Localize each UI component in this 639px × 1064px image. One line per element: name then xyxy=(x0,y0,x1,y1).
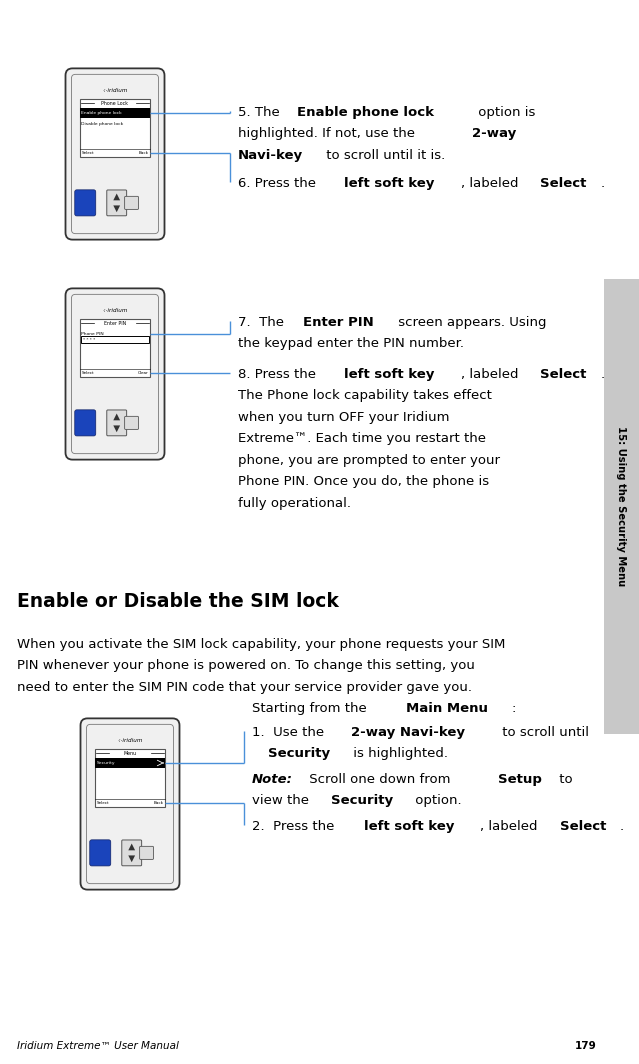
Text: view the: view the xyxy=(252,795,313,808)
Text: Back: Back xyxy=(139,151,149,154)
Text: Enter PIN: Enter PIN xyxy=(303,316,374,329)
Bar xyxy=(95,758,166,768)
Text: .: . xyxy=(620,820,624,833)
Text: Security: Security xyxy=(96,761,115,765)
FancyBboxPatch shape xyxy=(81,718,180,890)
Text: Select: Select xyxy=(560,820,606,833)
Text: Starting from the: Starting from the xyxy=(252,702,371,715)
Text: Select: Select xyxy=(541,177,587,190)
Polygon shape xyxy=(113,426,120,432)
Text: Select: Select xyxy=(81,151,94,154)
Text: Scroll one down from: Scroll one down from xyxy=(305,772,454,786)
Text: Phone Lock: Phone Lock xyxy=(102,101,128,106)
Text: left soft key: left soft key xyxy=(364,820,454,833)
Text: Select: Select xyxy=(541,367,587,381)
Text: Setup: Setup xyxy=(498,772,542,786)
FancyBboxPatch shape xyxy=(89,839,111,866)
FancyBboxPatch shape xyxy=(75,410,96,436)
Text: Security: Security xyxy=(331,795,393,808)
Text: Enable or Disable the SIM lock: Enable or Disable the SIM lock xyxy=(17,592,339,611)
Polygon shape xyxy=(128,855,135,862)
Polygon shape xyxy=(113,194,120,200)
Text: 5. The: 5. The xyxy=(238,106,284,119)
Text: need to enter the SIM PIN code that your service provider gave you.: need to enter the SIM PIN code that your… xyxy=(17,681,472,694)
Text: ·:·iridium: ·:·iridium xyxy=(102,88,128,94)
FancyBboxPatch shape xyxy=(125,416,139,430)
Text: when you turn OFF your Iridium: when you turn OFF your Iridium xyxy=(238,411,449,423)
Text: 8. Press the: 8. Press the xyxy=(238,367,320,381)
Text: The Phone lock capability takes effect: The Phone lock capability takes effect xyxy=(238,389,492,402)
Text: option.: option. xyxy=(411,795,462,808)
Bar xyxy=(80,99,150,156)
Bar xyxy=(604,279,639,734)
FancyBboxPatch shape xyxy=(107,190,127,216)
Text: 179: 179 xyxy=(575,1041,597,1051)
Text: left soft key: left soft key xyxy=(344,367,435,381)
Text: left soft key: left soft key xyxy=(344,177,435,190)
Text: Navi-key: Navi-key xyxy=(238,149,303,162)
FancyBboxPatch shape xyxy=(72,295,158,453)
Text: * * * *: * * * * xyxy=(82,337,95,342)
Text: Enter PIN: Enter PIN xyxy=(104,321,126,326)
Text: Security: Security xyxy=(268,747,330,760)
Text: option is: option is xyxy=(474,106,535,119)
Text: Disable phone lock: Disable phone lock xyxy=(81,121,124,126)
FancyBboxPatch shape xyxy=(107,410,127,436)
Text: Clear: Clear xyxy=(138,370,149,375)
Text: 1.  Use the: 1. Use the xyxy=(252,726,328,738)
Text: PIN whenever your phone is powered on. To change this setting, you: PIN whenever your phone is powered on. T… xyxy=(17,660,475,672)
Text: fully operational.: fully operational. xyxy=(238,497,351,510)
Text: to: to xyxy=(555,772,572,786)
Bar xyxy=(81,336,150,344)
FancyBboxPatch shape xyxy=(140,846,153,860)
Text: 15: Using the Security Menu: 15: Using the Security Menu xyxy=(617,427,626,586)
Text: , labeled: , labeled xyxy=(461,367,523,381)
Text: Extreme™. Each time you restart the: Extreme™. Each time you restart the xyxy=(238,432,486,445)
Text: , labeled: , labeled xyxy=(461,177,523,190)
Text: 2.  Press the: 2. Press the xyxy=(252,820,339,833)
FancyBboxPatch shape xyxy=(122,839,142,866)
Bar xyxy=(80,107,150,118)
FancyBboxPatch shape xyxy=(66,68,164,239)
Text: Note:: Note: xyxy=(252,772,293,786)
Text: the keypad enter the PIN number.: the keypad enter the PIN number. xyxy=(238,337,464,350)
Text: phone, you are prompted to enter your: phone, you are prompted to enter your xyxy=(238,453,500,467)
Text: Main Menu: Main Menu xyxy=(406,702,488,715)
Polygon shape xyxy=(128,844,135,850)
Text: .: . xyxy=(600,177,604,190)
Text: Phone PIN. Once you do, the phone is: Phone PIN. Once you do, the phone is xyxy=(238,476,489,488)
Text: Select: Select xyxy=(81,370,94,375)
FancyBboxPatch shape xyxy=(72,74,158,234)
Text: 7.  The: 7. The xyxy=(238,316,288,329)
Text: to scroll until it is.: to scroll until it is. xyxy=(322,149,445,162)
Text: .: . xyxy=(600,367,604,381)
Text: screen appears. Using: screen appears. Using xyxy=(394,316,546,329)
Text: is highlighted.: is highlighted. xyxy=(349,747,447,760)
Text: Enable phone lock: Enable phone lock xyxy=(297,106,435,119)
Polygon shape xyxy=(113,205,120,212)
Text: Iridium Extreme™ User Manual: Iridium Extreme™ User Manual xyxy=(17,1041,179,1051)
Text: ·:·iridium: ·:·iridium xyxy=(118,738,142,743)
Text: :: : xyxy=(511,702,516,715)
Text: When you activate the SIM lock capability, your phone requests your SIM: When you activate the SIM lock capabilit… xyxy=(17,638,505,651)
Text: Phone PIN: Phone PIN xyxy=(81,332,104,335)
Text: 2-way Navi-key: 2-way Navi-key xyxy=(351,726,465,738)
Bar xyxy=(80,319,150,377)
Bar xyxy=(95,749,166,807)
FancyBboxPatch shape xyxy=(66,288,164,460)
Text: Enable phone lock: Enable phone lock xyxy=(81,111,122,115)
FancyBboxPatch shape xyxy=(125,197,139,210)
Text: to scroll until: to scroll until xyxy=(498,726,589,738)
FancyBboxPatch shape xyxy=(75,189,96,216)
Text: Back: Back xyxy=(153,801,164,804)
Text: highlighted. If not, use the: highlighted. If not, use the xyxy=(238,128,419,140)
Text: Select: Select xyxy=(96,801,109,804)
Text: ·:·iridium: ·:·iridium xyxy=(102,309,128,313)
Text: 6. Press the: 6. Press the xyxy=(238,177,320,190)
Text: Menu: Menu xyxy=(123,751,137,755)
Text: 2-way: 2-way xyxy=(472,128,516,140)
Polygon shape xyxy=(113,414,120,420)
Text: , labeled: , labeled xyxy=(481,820,542,833)
FancyBboxPatch shape xyxy=(86,725,174,883)
